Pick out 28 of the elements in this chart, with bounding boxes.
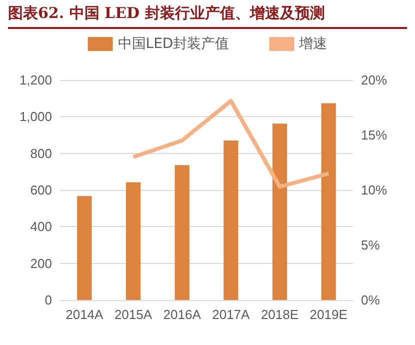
y-tick-label: 0 <box>44 292 52 308</box>
x-tick-label: 2015A <box>114 307 152 322</box>
x-tick-label: 2019E <box>310 307 348 322</box>
chart-title: 图表62. 中国 LED 封装行业产值、增速及预测 <box>8 4 407 29</box>
x-tick-label: 2016A <box>163 307 202 322</box>
y2-tick-label: 5% <box>361 238 380 252</box>
y-tick-label: 1,000 <box>19 109 52 124</box>
x-tick-label: 2017A <box>212 307 250 322</box>
x-tick-label: 2018E <box>260 307 299 322</box>
y-tick-label: 400 <box>30 219 52 234</box>
y2-tick-label: 15% <box>361 128 388 142</box>
bar <box>126 182 141 300</box>
y-tick-label: 800 <box>30 146 52 161</box>
x-tick-label: 2014A <box>66 307 104 322</box>
bar <box>224 140 238 300</box>
y-tick-label: 200 <box>30 256 52 271</box>
bar <box>174 165 190 300</box>
y2-tick-label: 0% <box>361 292 380 308</box>
legend-label: 增速 <box>298 36 328 52</box>
line-series <box>131 98 331 189</box>
y-tick-label: 1,200 <box>19 72 52 88</box>
y2-tick-label: 20% <box>361 72 388 88</box>
bar <box>321 103 336 300</box>
legend-label: 中国LED封装产值 <box>118 36 230 52</box>
y-tick-label: 600 <box>30 182 52 198</box>
bar <box>272 124 288 300</box>
y2-tick-label: 10% <box>361 182 388 198</box>
bar <box>77 196 92 300</box>
